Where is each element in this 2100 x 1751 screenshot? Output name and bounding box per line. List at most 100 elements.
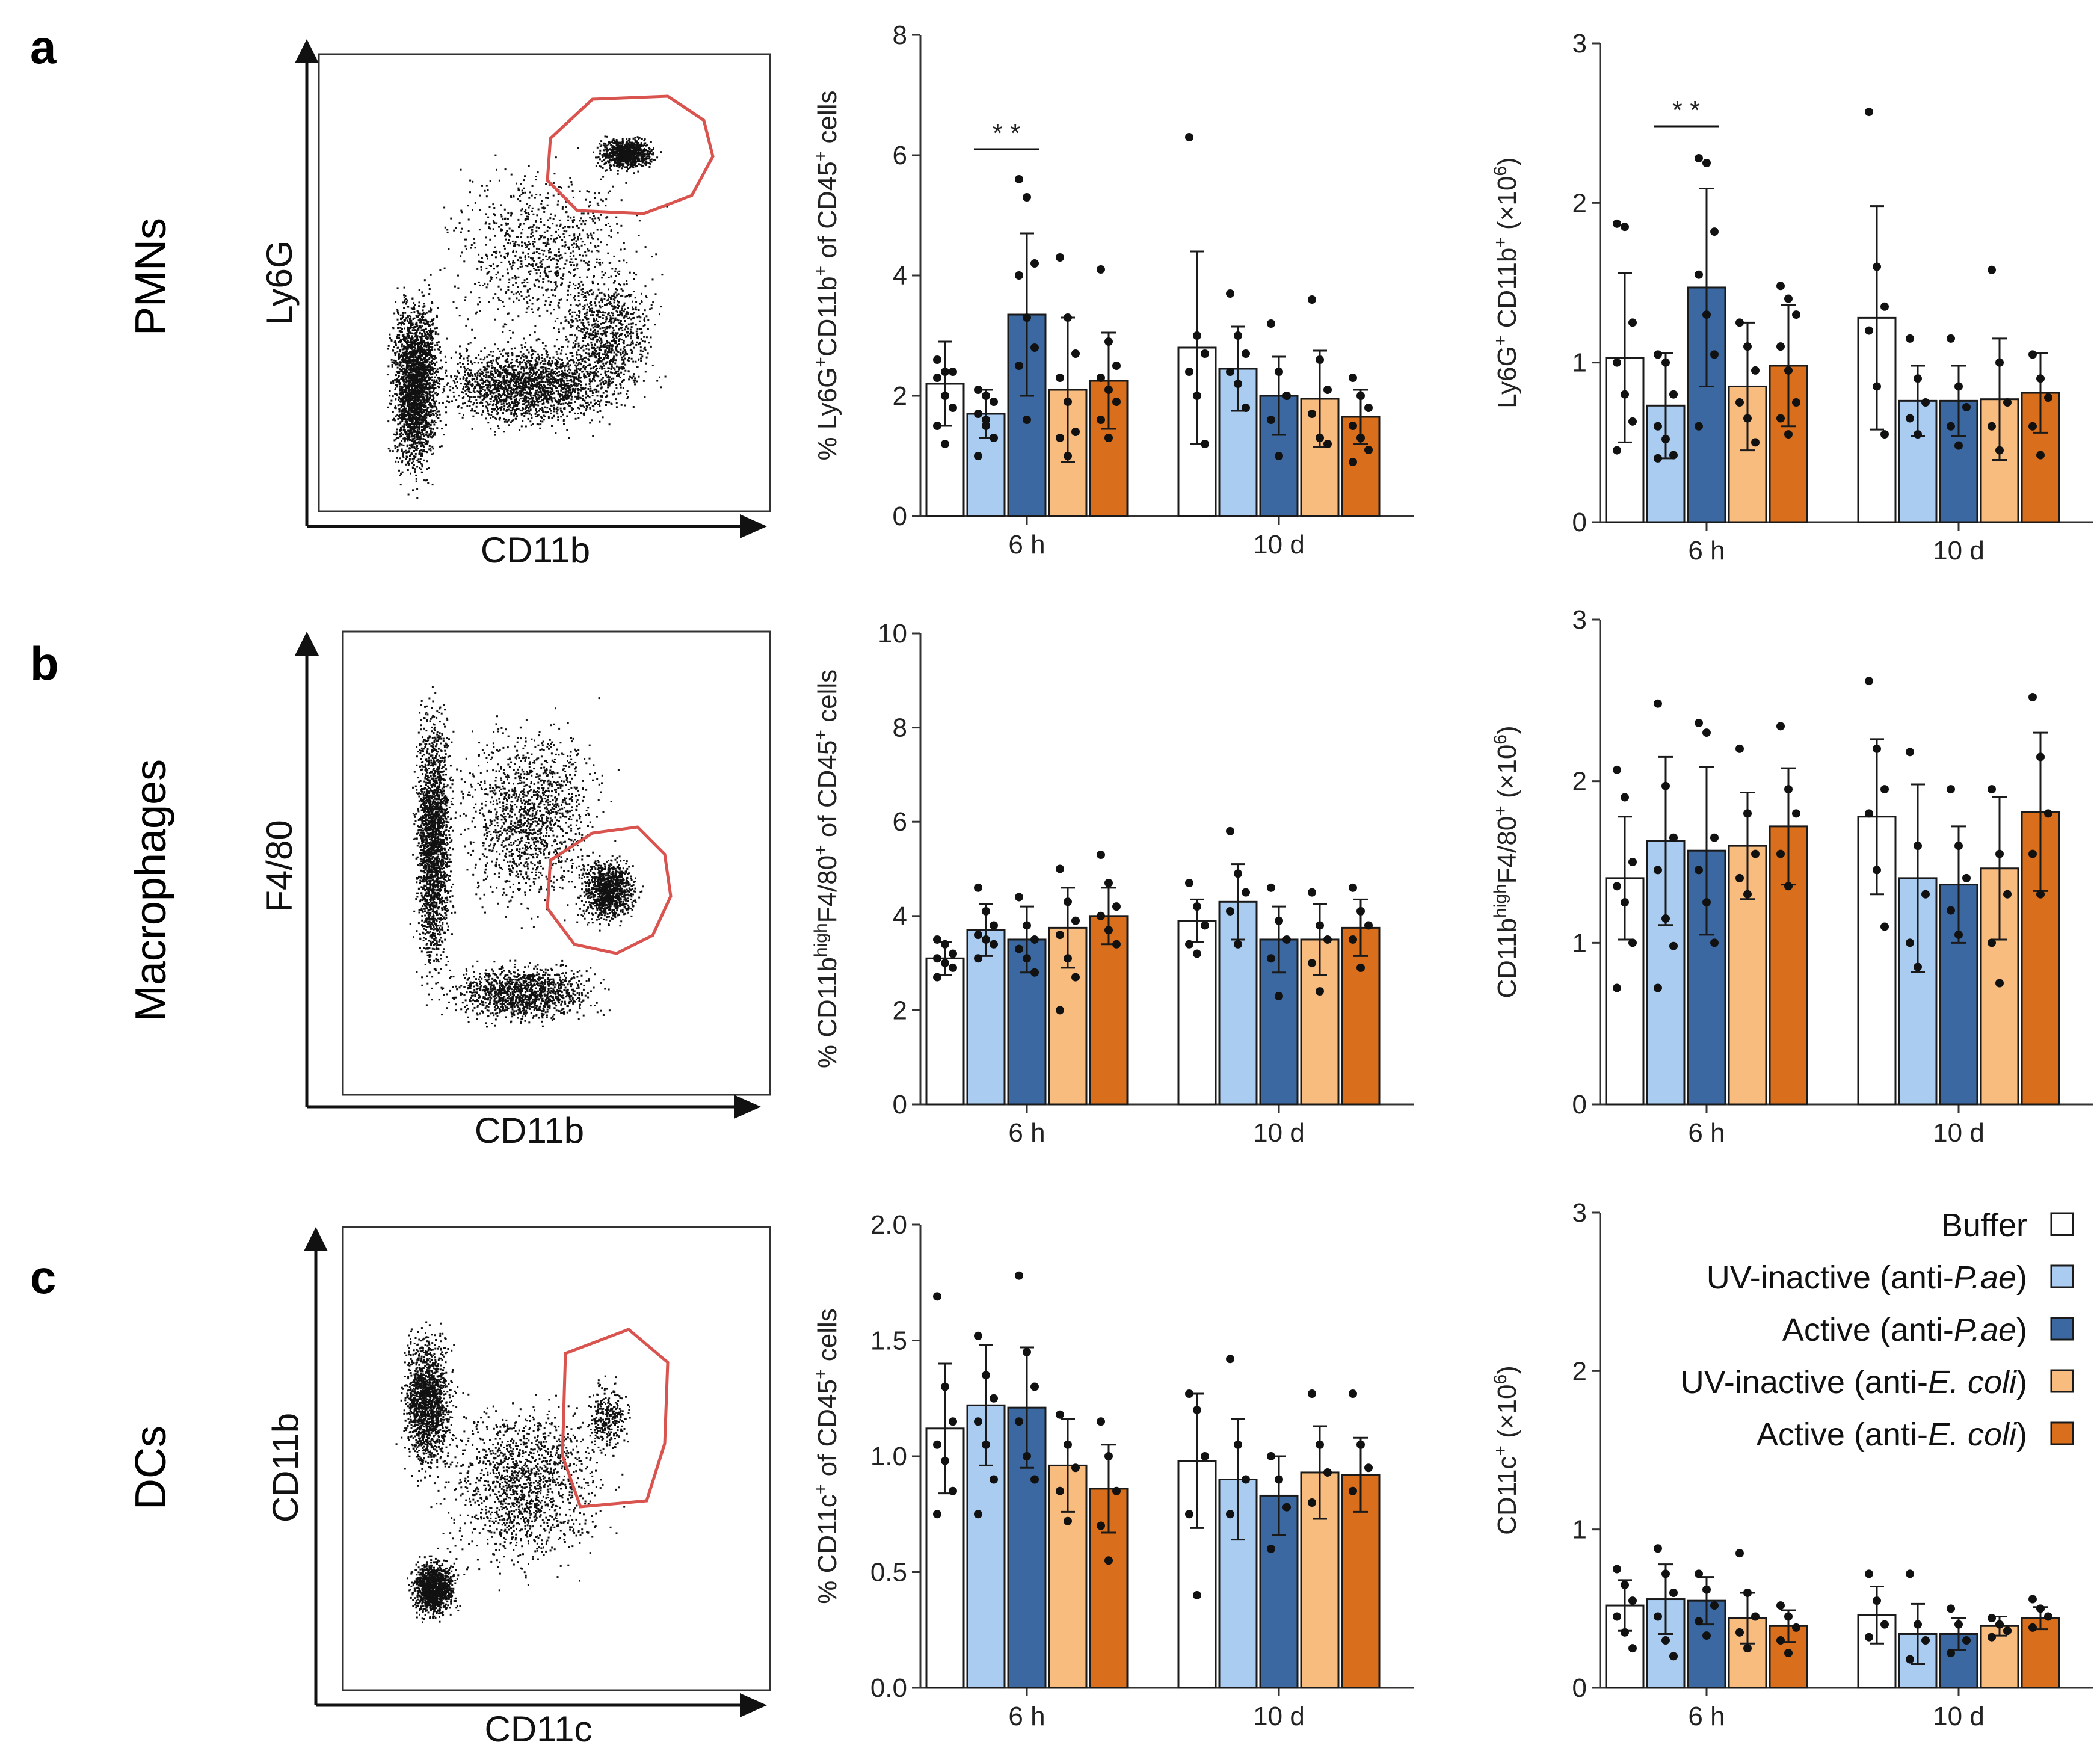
data-point	[1914, 430, 1922, 439]
y-tick-label: 2	[893, 381, 907, 411]
legend: Buffer UV-inactive (anti-P.ae) Active (ant…	[1681, 1207, 2074, 1453]
data-point	[1906, 414, 1914, 423]
data-point	[1056, 1410, 1064, 1419]
data-point	[1695, 270, 1703, 279]
data-point	[941, 368, 949, 376]
data-point	[933, 935, 941, 944]
flow-frame	[342, 1226, 771, 1691]
data-point	[1743, 414, 1752, 423]
data-point	[1267, 1545, 1275, 1553]
data-point	[1784, 366, 1793, 375]
data-point	[1226, 1355, 1234, 1364]
data-point	[1962, 873, 1971, 882]
x-arrowhead	[740, 514, 767, 538]
data-point	[1064, 1440, 1072, 1449]
data-point	[1947, 785, 1955, 794]
gate-outline	[546, 94, 715, 215]
data-point	[933, 355, 941, 364]
data-point	[1628, 858, 1637, 866]
data-point	[1023, 1347, 1031, 1356]
data-point	[1776, 342, 1785, 351]
data-point	[1880, 1620, 1889, 1629]
data-point	[1201, 440, 1209, 448]
data-point	[1364, 446, 1373, 454]
data-point	[1226, 1510, 1234, 1519]
data-point	[2003, 890, 2012, 899]
data-point	[1988, 422, 1996, 431]
data-point	[1349, 1486, 1357, 1495]
data-point	[1613, 882, 1621, 891]
data-point	[1776, 722, 1785, 731]
panel-letter-b: b	[30, 637, 59, 690]
data-point	[1226, 368, 1234, 376]
data-point	[2036, 1604, 2045, 1613]
y-axis-title: % Ly6G+CD11b+ of CD45+ cells	[811, 90, 843, 460]
bar	[925, 957, 965, 1106]
data-point	[1880, 430, 1889, 439]
bar	[1218, 368, 1258, 517]
data-point	[1784, 1612, 1793, 1621]
flow-plot-macrophages: F4/80 CD11b	[259, 630, 771, 1151]
data-point	[2044, 1612, 2052, 1621]
data-point	[1661, 781, 1670, 790]
data-point	[990, 1475, 998, 1484]
data-point	[1947, 1604, 1955, 1613]
x-tick-label: 10 d	[1933, 536, 1985, 565]
data-point	[1308, 410, 1316, 418]
data-point	[1988, 938, 1996, 947]
data-point	[1751, 438, 1760, 447]
data-point	[1349, 1389, 1357, 1399]
data-point	[1988, 1614, 1996, 1623]
data-point	[1865, 108, 1873, 117]
data-point	[1097, 1417, 1105, 1426]
data-point	[1751, 849, 1760, 858]
data-point	[1104, 337, 1113, 346]
data-point	[990, 434, 998, 442]
data-point	[949, 404, 957, 412]
y-tick-label: 3	[1572, 29, 1587, 58]
data-point	[1112, 362, 1121, 370]
bar-chart-dc-absolute: 0 1 2 3 CD11c+ (×106) 6 h 10 d	[1491, 1198, 2093, 1731]
x-tick-label: 10 d	[1253, 1702, 1305, 1731]
data-point	[1349, 883, 1357, 892]
data-point	[1995, 446, 2004, 455]
data-point	[2003, 398, 2012, 407]
data-point	[1275, 452, 1283, 460]
y-tick-label: 2	[1572, 188, 1587, 218]
data-point	[1621, 1580, 1629, 1589]
data-point	[1104, 1556, 1113, 1565]
x-tick-label: 6 h	[1688, 1702, 1725, 1731]
data-point	[1349, 458, 1357, 466]
data-point	[1242, 404, 1250, 412]
data-point	[1613, 983, 1621, 992]
data-point	[1661, 914, 1670, 923]
data-point	[1193, 1591, 1201, 1599]
y-tick-label: 6	[893, 141, 907, 170]
bar-chart-pmn-absolute: 0 1 2 3 Ly6G+ CD11b+ (×106) 6 h 10 d * *	[1491, 29, 2093, 565]
data-point	[2036, 890, 2045, 899]
data-point	[1743, 342, 1752, 351]
data-point	[1104, 434, 1113, 442]
data-point	[1308, 959, 1316, 968]
data-point	[2003, 1626, 2012, 1636]
data-point	[1735, 398, 1744, 407]
y-tick-label: 0	[1572, 508, 1587, 537]
y-tick-label: 0.0	[870, 1673, 907, 1703]
y-tick-label: 1	[1572, 1515, 1587, 1545]
data-point	[1323, 1468, 1332, 1477]
data-point	[1906, 748, 1914, 757]
data-point	[1308, 295, 1316, 304]
flow-frame	[342, 630, 771, 1096]
y-tick-label: 1	[1572, 928, 1587, 958]
data-point	[1275, 368, 1283, 376]
data-point	[2028, 350, 2037, 359]
data-point	[1613, 1565, 1621, 1574]
data-point	[1669, 1652, 1678, 1661]
data-point	[2028, 849, 2037, 858]
data-point	[1015, 893, 1023, 902]
data-point	[1865, 326, 1873, 335]
data-point	[1234, 380, 1242, 388]
data-point	[1654, 1612, 1662, 1621]
data-point	[1776, 414, 1785, 423]
y-tick-label: 10	[878, 619, 907, 648]
